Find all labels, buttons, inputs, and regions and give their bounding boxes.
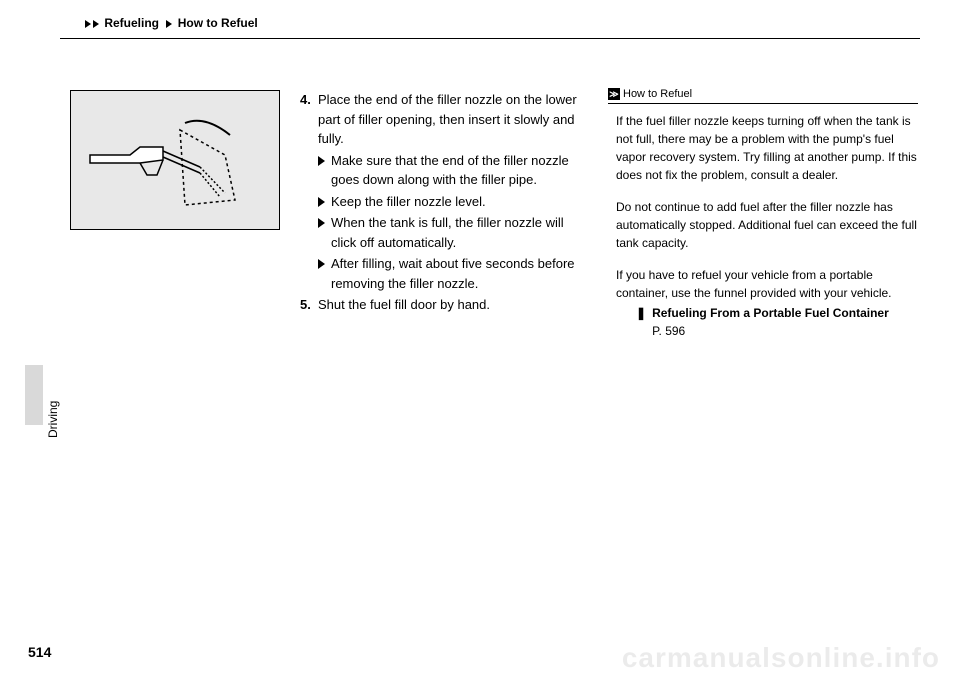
- step-number: 5.: [300, 295, 318, 315]
- triangle-icon: [85, 20, 91, 28]
- section-tab: [25, 365, 43, 425]
- triangle-icon: [318, 259, 325, 269]
- step-text: Shut the fuel fill door by hand.: [318, 295, 490, 315]
- sidebar-paragraph: If you have to refuel your vehicle from …: [616, 266, 918, 302]
- triangle-icon: [318, 218, 325, 228]
- bullet-item: Keep the filler nozzle level.: [318, 192, 585, 212]
- step-text: Place the end of the filler nozzle on th…: [318, 90, 585, 149]
- bullet-text: Make sure that the end of the filler noz…: [331, 151, 585, 190]
- breadcrumb-section: Refueling: [104, 16, 159, 30]
- info-icon: ≫: [608, 88, 620, 100]
- breadcrumb-page: How to Refuel: [178, 16, 258, 30]
- page-number: 514: [28, 644, 51, 660]
- xref-page: P. 596: [652, 324, 685, 338]
- bullet-item: Make sure that the end of the filler noz…: [318, 151, 585, 190]
- nozzle-svg: [85, 105, 265, 215]
- sidebar-heading-text: How to Refuel: [623, 88, 692, 100]
- xref-title: Refueling From a Portable Fuel Container: [652, 306, 889, 320]
- breadcrumb: Refueling How to Refuel: [85, 16, 258, 30]
- bullet-text: When the tank is full, the filler nozzle…: [331, 213, 585, 252]
- step-number: 4.: [300, 90, 318, 149]
- bullet-item: When the tank is full, the filler nozzle…: [318, 213, 585, 252]
- xref-arrow-icon: ❚: [636, 304, 646, 340]
- triangle-icon: [166, 20, 172, 28]
- triangle-icon: [318, 197, 325, 207]
- sidebar-body: If the fuel filler nozzle keeps turning …: [608, 112, 918, 340]
- header-rule: [60, 38, 920, 39]
- section-label: Driving: [46, 401, 60, 438]
- sidebar-note: ≫ How to Refuel If the fuel filler nozzl…: [608, 88, 918, 340]
- main-instructions: 4. Place the end of the filler nozzle on…: [300, 90, 585, 317]
- step-4: 4. Place the end of the filler nozzle on…: [300, 90, 585, 149]
- cross-reference: ❚ Refueling From a Portable Fuel Contain…: [636, 304, 918, 340]
- sidebar-paragraph: If the fuel filler nozzle keeps turning …: [616, 112, 918, 184]
- triangle-icon: [93, 20, 99, 28]
- sidebar-heading: ≫ How to Refuel: [608, 88, 918, 104]
- fuel-nozzle-illustration: [70, 90, 280, 230]
- triangle-icon: [318, 156, 325, 166]
- step-5: 5. Shut the fuel fill door by hand.: [300, 295, 585, 315]
- bullet-text: Keep the filler nozzle level.: [331, 192, 486, 212]
- watermark: carmanualsonline.info: [622, 642, 940, 674]
- bullet-item: After filling, wait about five seconds b…: [318, 254, 585, 293]
- bullet-text: After filling, wait about five seconds b…: [331, 254, 585, 293]
- sidebar-paragraph: Do not continue to add fuel after the fi…: [616, 198, 918, 252]
